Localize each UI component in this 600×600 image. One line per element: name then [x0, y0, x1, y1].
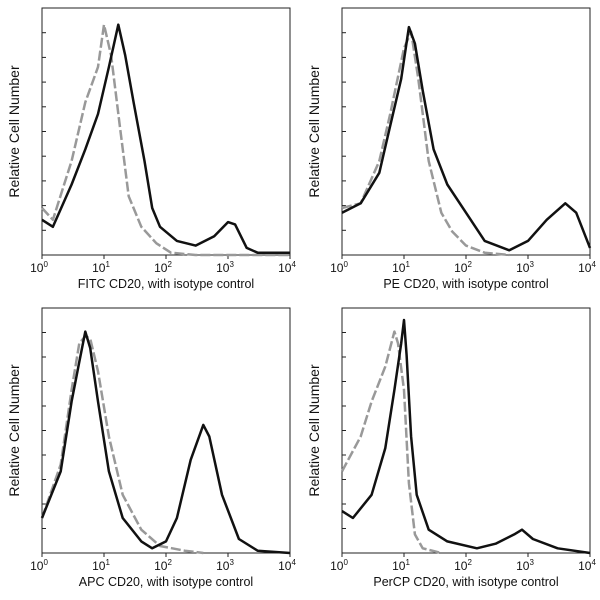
histogram-panel-4: 100 101 102 103 104 PerCP CD20, with isotype …	[306, 307, 596, 589]
sample-histogram	[40, 330, 291, 555]
x-tick-label: 103	[216, 260, 234, 275]
x-tick-label: 101	[92, 260, 110, 275]
x-tick-label: 101	[392, 558, 410, 573]
x-tick-label: 104	[278, 558, 296, 573]
sample-histogram	[341, 318, 591, 555]
histogram-panel-2: 100 101 102 103 104 PE CD20, with isotype con…	[306, 7, 596, 291]
x-tick-label: 100	[330, 558, 348, 573]
x-tick-label: 104	[578, 260, 596, 275]
x-tick-label: 103	[516, 260, 534, 275]
plot-frame	[341, 307, 591, 554]
isotype-control-histogram	[341, 30, 510, 257]
x-axis-label: APC CD20, with isotype control	[79, 575, 253, 589]
x-tick-label: 102	[454, 260, 472, 275]
x-axis-label: FITC CD20, with isotype control	[78, 277, 254, 291]
x-tick-label: 100	[30, 558, 48, 573]
y-axis-label: Relative Cell Number	[306, 65, 322, 198]
x-tick-label: 101	[92, 558, 110, 573]
sample-histogram	[341, 25, 592, 252]
x-tick-label: 100	[330, 260, 348, 275]
y-axis-label: Relative Cell Number	[6, 364, 22, 497]
isotype-control-histogram	[40, 335, 204, 555]
x-tick-label: 103	[516, 558, 534, 573]
y-axis-label: Relative Cell Number	[306, 364, 322, 497]
x-tick-label: 100	[30, 260, 48, 275]
x-tick-label: 103	[216, 558, 234, 573]
y-axis-label: Relative Cell Number	[6, 65, 22, 198]
isotype-control-histogram	[340, 330, 442, 555]
sample-histogram	[41, 23, 290, 254]
x-tick-label: 101	[392, 260, 410, 275]
x-tick-label: 102	[154, 558, 172, 573]
x-tick-label: 104	[278, 260, 296, 275]
plot-frame	[341, 7, 591, 256]
x-tick-label: 102	[454, 558, 472, 573]
isotype-control-histogram	[41, 23, 290, 257]
histogram-panel-1: 100 101 102 103 104 FITC CD20, with isotype c…	[6, 7, 296, 291]
histogram-panel-3: 100 101 102 103 104 APC CD20, with isotype co…	[6, 307, 296, 589]
x-tick-label: 102	[154, 260, 172, 275]
x-axis-label: PE CD20, with isotype control	[383, 277, 548, 291]
x-tick-label: 104	[578, 558, 596, 573]
x-axis-label: PerCP CD20, with isotype control	[373, 575, 558, 589]
